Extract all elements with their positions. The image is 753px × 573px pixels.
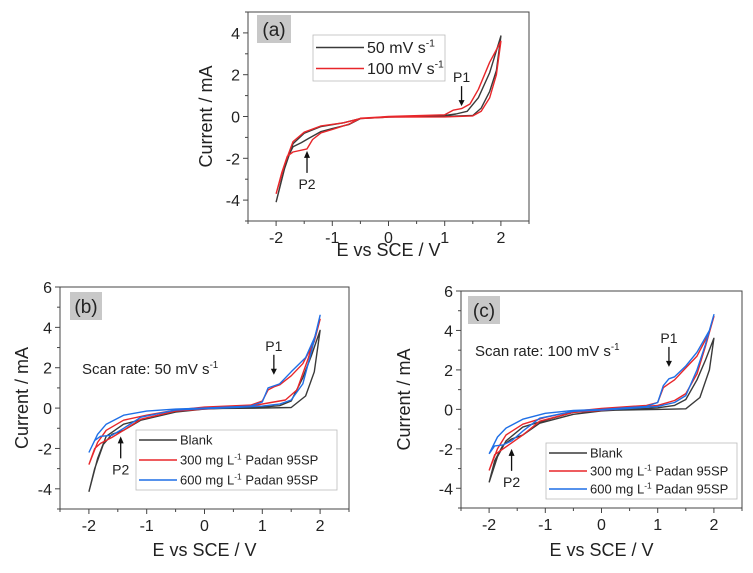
annotation-label: P1 xyxy=(660,330,677,346)
legend-label: 100 mV s-1 xyxy=(367,60,444,78)
x-axis-title: E vs SCE / V xyxy=(549,540,653,560)
panel-label: (b) xyxy=(74,297,97,318)
x-tick-label: -1 xyxy=(140,518,154,535)
legend-label-post: Padan 95SP xyxy=(242,453,319,468)
y-tick-label: 2 xyxy=(231,68,240,85)
x-tick-label: -2 xyxy=(82,518,96,535)
x-tick-label: 1 xyxy=(653,517,662,534)
annotation-label: P2 xyxy=(503,474,520,490)
legend-label-post: Padan 95SP xyxy=(652,464,729,479)
legend-label-post: Padan 95SP xyxy=(242,473,319,488)
arrowhead-icon xyxy=(304,150,311,158)
y-axis-title: Current / mA xyxy=(196,65,216,167)
x-tick-label: 1 xyxy=(258,518,267,535)
y-tick-label: 4 xyxy=(231,26,240,43)
legend-label-post: Padan 95SP xyxy=(652,482,729,497)
legend-label-sup: -1 xyxy=(644,480,652,490)
legend-label-sup: -1 xyxy=(234,451,242,461)
x-axis-title: E vs SCE / V xyxy=(152,540,256,560)
panel-label-box xyxy=(468,296,500,324)
panel-label: (a) xyxy=(262,20,285,41)
legend-label-main: 600 mg L xyxy=(180,473,234,488)
y-axis-title: Current / mA xyxy=(394,348,414,450)
x-tick-label: 0 xyxy=(384,230,393,247)
y-tick-label: -4 xyxy=(439,481,453,498)
arrowhead-icon xyxy=(665,360,672,367)
legend-box xyxy=(312,34,446,82)
legend-label-main: 50 mV s xyxy=(367,40,426,57)
legend-label-sup: -1 xyxy=(426,39,435,50)
x-tick-label: 0 xyxy=(200,518,209,535)
y-tick-label: -2 xyxy=(38,441,52,458)
legend-label: 300 mg L-1 Padan 95SP xyxy=(180,451,318,467)
scan-rate-note-sup: -1 xyxy=(611,342,620,353)
y-tick-label: 0 xyxy=(231,110,240,127)
x-tick-label: -1 xyxy=(538,517,552,534)
annotation-label: P1 xyxy=(265,338,282,354)
panel-label-box xyxy=(70,292,102,320)
y-tick-label: 0 xyxy=(444,402,453,419)
legend-label-main: Blank xyxy=(590,446,623,461)
y-tick-label: 6 xyxy=(444,284,453,301)
y-axis-title: Current / mA xyxy=(12,347,32,449)
y-tick-label: -2 xyxy=(439,442,453,459)
annotation-label: P2 xyxy=(112,461,129,477)
arrowhead-icon xyxy=(508,448,515,456)
legend-label: 600 mg L-1 Padan 95SP xyxy=(180,471,318,487)
legend-label-main: 300 mg L xyxy=(180,453,234,468)
scan-rate-note-main: Scan rate: 100 mV s xyxy=(475,343,611,360)
y-tick-label: -4 xyxy=(38,482,52,499)
panel-label: (c) xyxy=(473,301,495,322)
x-tick-label: 2 xyxy=(496,230,505,247)
legend-label-main: 600 mg L xyxy=(590,482,644,497)
panel-label-box xyxy=(257,15,291,43)
legend-label-sup: -1 xyxy=(234,471,242,481)
legend-label-sup: -1 xyxy=(435,60,444,71)
chart-panel-c: -2 -1 0 1 2 -4 -2 0 2 4 6 E vs SCE / V Current / mA P… xyxy=(394,284,743,560)
series-line-2 xyxy=(488,314,715,455)
y-tick-label: 4 xyxy=(43,320,52,337)
y-tick-label: 2 xyxy=(444,363,453,380)
y-tick-label: -2 xyxy=(226,151,240,168)
annotation-label: P2 xyxy=(298,176,315,192)
x-tick-label: 1 xyxy=(440,230,449,247)
x-tick-label: 0 xyxy=(597,517,606,534)
y-tick-label: 6 xyxy=(43,280,52,297)
series-line-2 xyxy=(88,314,321,453)
arrowhead-icon xyxy=(270,368,277,375)
chart-panel-a: -2 -1 0 1 2 -4 -2 0 2 4 E vs SCE / V Current / mA P1… xyxy=(196,11,530,260)
legend-label-main: 100 mV s xyxy=(367,61,435,78)
y-tick-label: 4 xyxy=(444,323,453,340)
legend-label: Blank xyxy=(590,446,623,461)
legend-label-main: 300 mg L xyxy=(590,464,644,479)
legend-label: 300 mg L-1 Padan 95SP xyxy=(590,462,728,478)
scan-rate-note-main: Scan rate: 50 mV s xyxy=(82,361,210,378)
y-tick-label: -4 xyxy=(226,193,240,210)
arrowhead-icon xyxy=(458,100,465,107)
x-tick-label: -2 xyxy=(482,517,496,534)
x-tick-label: 2 xyxy=(316,518,325,535)
x-tick-label: -2 xyxy=(269,230,283,247)
scan-rate-note: Scan rate: 50 mV s-1 xyxy=(82,360,218,378)
x-tick-label: 2 xyxy=(709,517,718,534)
series-line-1 xyxy=(275,40,502,194)
y-tick-label: 0 xyxy=(43,401,52,418)
scan-rate-note: Scan rate: 100 mV s-1 xyxy=(475,342,620,360)
legend-label-main: Blank xyxy=(180,433,213,448)
arrowhead-icon xyxy=(117,436,124,444)
y-tick-label: 2 xyxy=(43,361,52,378)
legend-label: 50 mV s-1 xyxy=(367,39,435,57)
legend-label: 600 mg L-1 Padan 95SP xyxy=(590,480,728,496)
x-tick-label: -1 xyxy=(325,230,339,247)
annotation-label: P1 xyxy=(453,69,470,85)
legend-label-sup: -1 xyxy=(644,462,652,472)
scan-rate-note-sup: -1 xyxy=(210,360,219,371)
legend-label: Blank xyxy=(180,433,213,448)
x-axis-title: E vs SCE / V xyxy=(336,240,440,260)
chart-panel-b: -2 -1 0 1 2 -4 -2 0 2 4 6 E vs SCE / V Current / mA P… xyxy=(12,280,350,560)
